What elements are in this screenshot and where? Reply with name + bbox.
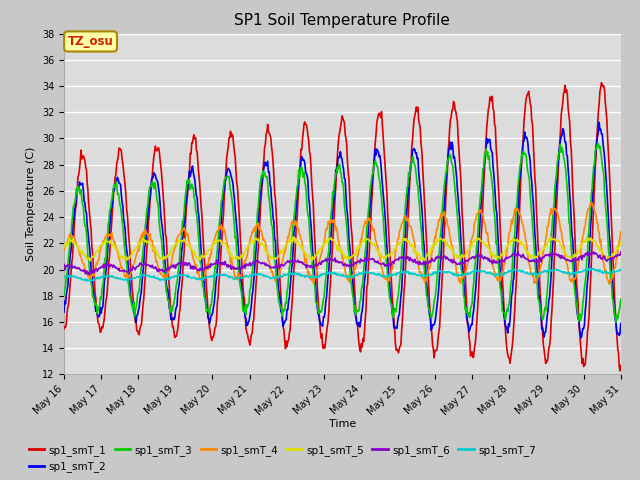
sp1_smT_6: [185, 260, 193, 266]
sp1_smT_2: [617, 321, 625, 326]
sp1_smT_7: [428, 272, 435, 278]
sp1_smT_7: [124, 279, 131, 285]
sp1_smT_2: [426, 314, 434, 320]
Line: sp1_smT_3: sp1_smT_3: [64, 144, 621, 323]
sp1_smT_2: [60, 309, 68, 315]
sp1_smT_3: [617, 297, 625, 302]
sp1_smT_2: [410, 146, 418, 152]
sp1_smT_4: [70, 235, 78, 241]
sp1_smT_7: [617, 266, 625, 272]
sp1_smT_2: [577, 335, 585, 341]
sp1_smT_4: [426, 263, 434, 268]
sp1_smT_4: [127, 267, 135, 273]
sp1_smT_3: [594, 141, 602, 146]
sp1_smT_4: [60, 247, 68, 253]
sp1_smT_6: [514, 249, 522, 254]
sp1_smT_1: [214, 301, 221, 307]
Line: sp1_smT_4: sp1_smT_4: [64, 203, 621, 284]
sp1_smT_1: [184, 186, 192, 192]
sp1_smT_5: [428, 247, 436, 252]
sp1_smT_5: [214, 239, 221, 245]
sp1_smT_6: [411, 256, 419, 262]
sp1_smT_7: [70, 273, 78, 279]
sp1_smT_4: [617, 229, 625, 235]
sp1_smT_5: [308, 258, 316, 264]
sp1_smT_3: [184, 180, 192, 186]
sp1_smT_5: [127, 252, 135, 258]
sp1_smT_3: [70, 202, 78, 208]
sp1_smT_4: [587, 200, 595, 205]
sp1_smT_1: [616, 368, 624, 374]
sp1_smT_7: [214, 273, 222, 278]
sp1_smT_5: [184, 243, 192, 249]
X-axis label: Time: Time: [329, 420, 356, 429]
Line: sp1_smT_1: sp1_smT_1: [64, 83, 621, 371]
sp1_smT_2: [127, 298, 135, 303]
sp1_smT_6: [86, 272, 93, 278]
sp1_smT_7: [411, 271, 419, 276]
sp1_smT_6: [128, 267, 136, 273]
sp1_smT_6: [428, 258, 435, 264]
sp1_smT_7: [185, 274, 193, 280]
sp1_smT_1: [617, 362, 625, 368]
sp1_smT_1: [410, 117, 418, 122]
sp1_smT_5: [60, 245, 68, 251]
sp1_smT_4: [184, 231, 192, 237]
Title: SP1 Soil Temperature Profile: SP1 Soil Temperature Profile: [234, 13, 451, 28]
sp1_smT_1: [598, 80, 605, 85]
Line: sp1_smT_7: sp1_smT_7: [64, 268, 621, 282]
sp1_smT_6: [70, 264, 78, 270]
sp1_smT_1: [70, 228, 78, 234]
sp1_smT_5: [289, 234, 297, 240]
sp1_smT_4: [410, 239, 418, 245]
sp1_smT_3: [214, 247, 221, 252]
sp1_smT_7: [583, 265, 591, 271]
sp1_smT_1: [426, 311, 434, 316]
sp1_smT_5: [617, 239, 625, 244]
sp1_smT_7: [128, 276, 136, 282]
Legend: sp1_smT_1, sp1_smT_2, sp1_smT_3, sp1_smT_4, sp1_smT_5, sp1_smT_6, sp1_smT_7: sp1_smT_1, sp1_smT_2, sp1_smT_3, sp1_smT…: [25, 441, 540, 476]
sp1_smT_3: [612, 320, 620, 325]
sp1_smT_1: [127, 273, 135, 278]
sp1_smT_6: [60, 262, 68, 267]
sp1_smT_2: [214, 266, 221, 272]
sp1_smT_7: [60, 274, 68, 280]
sp1_smT_1: [60, 326, 68, 332]
sp1_smT_4: [605, 281, 613, 287]
Y-axis label: Soil Temperature (C): Soil Temperature (C): [26, 147, 36, 261]
sp1_smT_3: [60, 292, 68, 298]
sp1_smT_2: [595, 120, 603, 125]
Line: sp1_smT_5: sp1_smT_5: [64, 237, 621, 261]
sp1_smT_5: [70, 241, 78, 247]
sp1_smT_2: [184, 182, 192, 188]
Line: sp1_smT_2: sp1_smT_2: [64, 122, 621, 338]
sp1_smT_5: [412, 250, 419, 255]
Line: sp1_smT_6: sp1_smT_6: [64, 252, 621, 275]
sp1_smT_3: [410, 161, 418, 167]
Text: TZ_osu: TZ_osu: [68, 35, 113, 48]
sp1_smT_3: [426, 311, 434, 316]
sp1_smT_6: [617, 249, 625, 255]
sp1_smT_2: [70, 214, 78, 220]
sp1_smT_4: [214, 228, 221, 234]
sp1_smT_6: [214, 260, 222, 265]
sp1_smT_3: [127, 301, 135, 307]
